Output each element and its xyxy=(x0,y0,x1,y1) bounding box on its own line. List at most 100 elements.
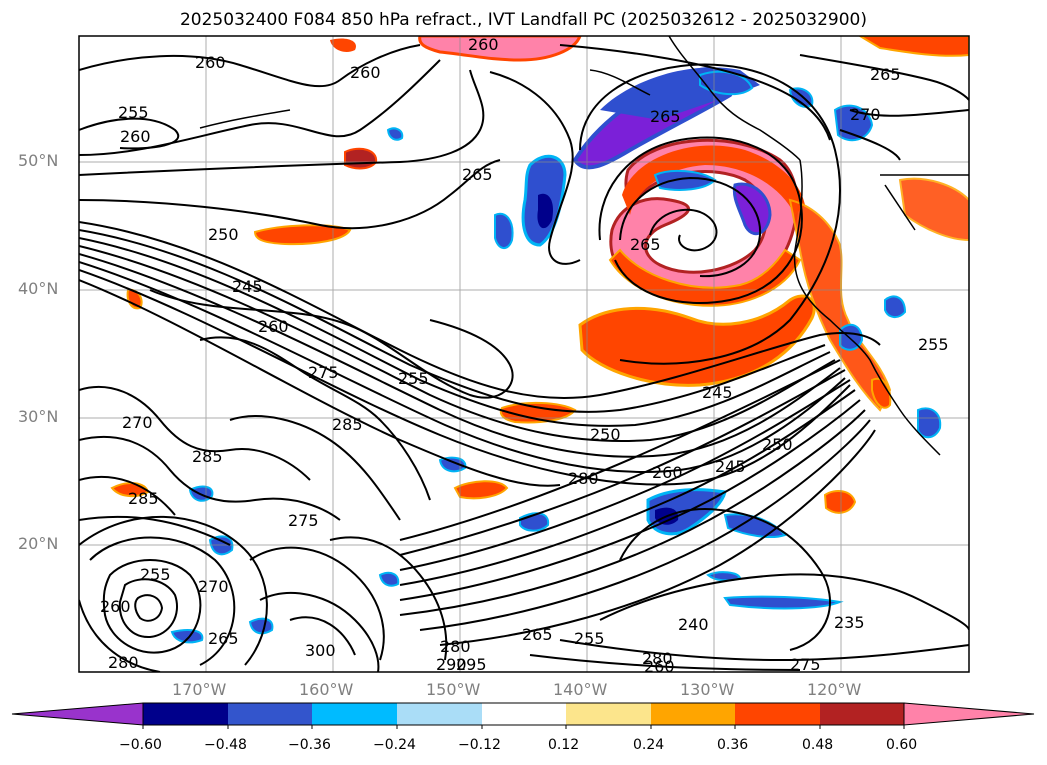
colorbar-segment xyxy=(482,703,566,725)
colorbar-tick-label: 0.48 xyxy=(802,737,834,753)
contour-label: 260 xyxy=(652,463,683,482)
colorbar xyxy=(11,702,1035,729)
lon-label-130w: 130°W xyxy=(680,680,735,699)
contour-label: 245 xyxy=(232,277,263,296)
contour-label: 260 xyxy=(350,63,381,82)
contour-label: 255 xyxy=(574,629,605,648)
contour-label: 255 xyxy=(398,369,429,388)
contour-label: 260 xyxy=(195,53,226,72)
contour-label: 260 xyxy=(100,597,131,616)
contour-label: 285 xyxy=(192,447,223,466)
coastal-blue-clutter xyxy=(839,323,864,351)
contour-label: 300 xyxy=(305,641,336,660)
contour-label: 280 xyxy=(440,637,471,656)
red-band-upper-patch xyxy=(622,145,805,215)
blue-small-1 xyxy=(386,127,404,141)
contour-label: 245 xyxy=(715,457,746,476)
lon-label-160w: 160°W xyxy=(299,680,354,699)
contour-label: 235 xyxy=(834,613,865,632)
lon-label-150w: 150°W xyxy=(426,680,481,699)
lon-label-170w: 170°W xyxy=(172,680,227,699)
contour-label: 265 xyxy=(522,625,553,644)
colorbar-segment xyxy=(820,703,904,725)
contour-label: 290 xyxy=(436,655,467,674)
graticule xyxy=(79,36,969,672)
contour-label: 280 xyxy=(568,469,599,488)
colorbar-segment xyxy=(143,703,228,725)
contour-label: 265 xyxy=(650,107,681,126)
contour-label: 285 xyxy=(128,489,159,508)
colorbar-segment xyxy=(566,703,651,725)
contour-label: 245 xyxy=(702,383,733,402)
lon-label-120w: 120°W xyxy=(807,680,862,699)
map-plot-area: 260 260 265 255 260 265 260 265 270 250 … xyxy=(79,35,969,676)
colorbar-tick-label: −0.24 xyxy=(373,737,416,753)
lat-label-50n: 50°N xyxy=(18,151,59,170)
blue-trough-tail xyxy=(494,212,514,249)
colorbar-segment xyxy=(312,703,397,725)
contour-label: 260 xyxy=(644,657,675,676)
contour-label: 260 xyxy=(120,127,151,146)
contour-label: 280 xyxy=(108,653,139,672)
coastal-red-clutter xyxy=(788,198,892,412)
contour-label: 250 xyxy=(208,225,239,244)
contour-label: 250 xyxy=(590,425,621,444)
red-northwest-patch xyxy=(330,38,356,52)
colorbar-extend-right xyxy=(903,702,1035,726)
colorbar-tick-label: −0.36 xyxy=(288,737,331,753)
contour-label: 275 xyxy=(288,511,319,530)
colorbar-tick-label: −0.60 xyxy=(119,737,162,753)
colorbar-tick-label: −0.12 xyxy=(458,737,501,753)
contour-label: 260 xyxy=(468,35,499,54)
navy-trough-core xyxy=(537,193,554,229)
contour-label: 270 xyxy=(198,577,229,596)
red-patch-west-2 xyxy=(344,147,378,170)
red-patch-mid-3 xyxy=(823,489,857,514)
red-patch-west-1 xyxy=(253,224,352,246)
colorbar-tick-label: 0.12 xyxy=(548,737,580,753)
lat-label-30n: 30°N xyxy=(18,407,59,426)
colorbar-extend-left xyxy=(11,702,144,726)
contour-label: 265 xyxy=(630,235,661,254)
blue-small-2 xyxy=(438,456,467,473)
colorbar-segment xyxy=(651,703,735,725)
contour-label: 260 xyxy=(258,317,289,336)
contour-label: 255 xyxy=(918,335,949,354)
contour-label: 265 xyxy=(870,65,901,84)
contour-label: 275 xyxy=(790,655,821,674)
contour-label: 280 xyxy=(642,649,673,668)
colorbar-tick-label: −0.48 xyxy=(204,737,247,753)
contour-label: 265 xyxy=(208,629,239,648)
contour-labels: 260 260 265 255 260 265 260 265 270 250 … xyxy=(100,35,949,676)
contour-label: 270 xyxy=(122,413,153,432)
colorbar-segment xyxy=(397,703,482,725)
coastal-blue-clutter-2 xyxy=(917,407,942,439)
lat-label-40n: 40°N xyxy=(18,279,59,298)
map-title: 2025032400 F084 850 hPa refract., IVT La… xyxy=(179,10,867,30)
lat-label-20n: 20°N xyxy=(18,534,59,553)
lon-label-140w: 140°W xyxy=(553,680,608,699)
blue-small-3 xyxy=(378,571,400,587)
colorbar-tick-label: 0.24 xyxy=(633,737,665,753)
contour-label: 255 xyxy=(140,565,171,584)
blue-west-3 xyxy=(170,629,204,644)
colorbar-segment xyxy=(735,703,820,725)
contour-label: 275 xyxy=(308,363,339,382)
map-frame xyxy=(78,35,970,673)
contour-lines xyxy=(79,44,969,672)
contour-label: 255 xyxy=(118,103,149,122)
contour-label: 270 xyxy=(850,105,881,124)
contour-label: 265 xyxy=(462,165,493,184)
colorbar-tick-label: 0.60 xyxy=(886,737,918,753)
colorbar-segment xyxy=(228,703,312,725)
colorbar-tick-label: 0.36 xyxy=(717,737,749,753)
blue-subtropic-3 xyxy=(723,595,844,610)
red-patch-mid-2 xyxy=(453,480,509,500)
blue-west-4 xyxy=(248,617,274,635)
contour-label: 285 xyxy=(332,415,363,434)
contour-label: 240 xyxy=(678,615,709,634)
coastal-blue-clutter-3 xyxy=(884,295,907,318)
coastline xyxy=(199,36,969,456)
coastal-red-clutter-2 xyxy=(898,177,969,242)
